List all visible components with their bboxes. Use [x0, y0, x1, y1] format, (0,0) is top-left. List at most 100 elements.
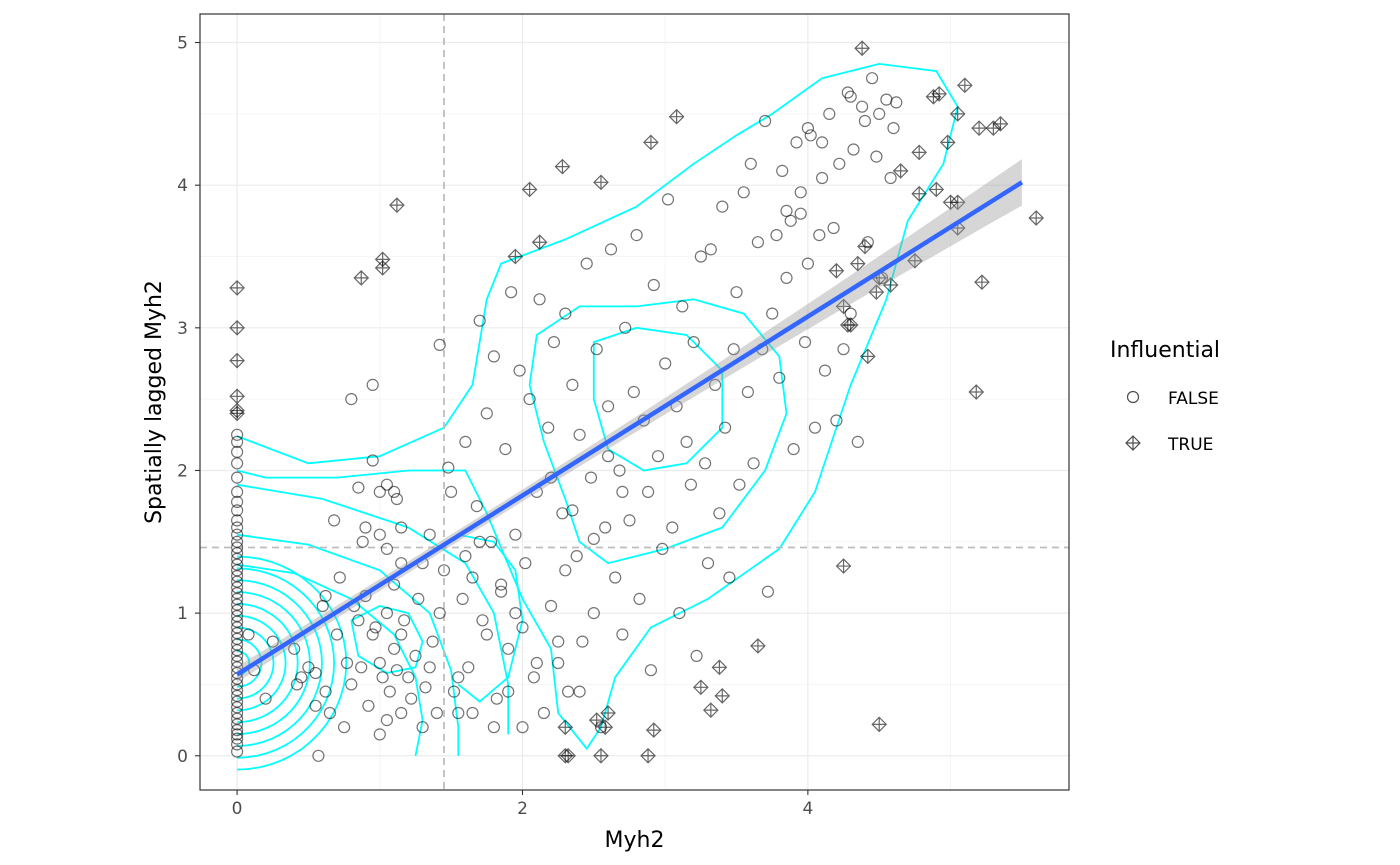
point-false	[437, 564, 451, 577]
contour-line	[237, 591, 311, 735]
point-false	[509, 528, 522, 541]
point-false	[616, 628, 629, 641]
point-false	[373, 656, 386, 670]
legend: Influential FALSE TRUE	[1110, 338, 1220, 455]
point-true	[828, 262, 845, 279]
point-false	[794, 186, 807, 199]
contour-line	[236, 483, 510, 735]
legend-symbol-true	[1125, 435, 1141, 451]
point-false	[380, 478, 393, 491]
point-false	[231, 435, 244, 448]
contour-line	[237, 555, 348, 771]
point-false	[798, 336, 812, 349]
point-false	[576, 635, 589, 648]
point-false	[818, 364, 832, 377]
point-false	[502, 642, 515, 655]
point-true	[521, 181, 538, 198]
point-false	[231, 728, 244, 741]
legend-title: Influential	[1110, 338, 1220, 363]
point-false	[573, 685, 586, 698]
point-false	[447, 685, 461, 698]
point-false	[395, 557, 408, 570]
point-false	[231, 514, 244, 527]
point-false	[442, 461, 455, 474]
y-axis-title: Spatially lagged Myh2	[142, 280, 167, 524]
point-false	[527, 671, 541, 684]
point-true	[911, 185, 928, 202]
density-contours	[236, 62, 959, 771]
point-false	[833, 157, 846, 170]
regression-line	[235, 180, 1024, 677]
point-false	[884, 171, 897, 185]
point-false	[676, 300, 689, 313]
point-false	[804, 129, 817, 142]
point-false	[470, 500, 483, 513]
point-false	[390, 492, 403, 506]
point-false	[887, 122, 900, 135]
point-true	[557, 719, 574, 736]
point-false	[419, 681, 432, 694]
point-false	[687, 336, 700, 349]
point-true	[1028, 210, 1045, 226]
point-false	[356, 535, 369, 548]
contour-line	[592, 326, 724, 472]
point-false	[827, 221, 840, 235]
point-false	[259, 692, 272, 705]
contour-line	[237, 567, 336, 759]
y-tick-label: 2	[177, 461, 188, 481]
point-true	[711, 659, 728, 676]
point-false	[766, 307, 779, 320]
point-true	[229, 280, 245, 296]
point-false	[231, 528, 244, 541]
point-false	[542, 421, 555, 434]
point-true	[974, 274, 990, 291]
point-false	[587, 532, 600, 546]
point-false	[231, 535, 244, 548]
point-false	[851, 435, 864, 448]
point-false	[369, 621, 382, 634]
point-false	[312, 749, 325, 762]
point-false	[452, 671, 465, 684]
point-false	[426, 635, 439, 648]
point-false	[698, 457, 712, 470]
y-tick-label: 3	[177, 319, 188, 339]
point-false	[580, 257, 593, 270]
point-true	[931, 86, 947, 102]
point-false	[459, 435, 472, 448]
y-tick-label: 0	[177, 747, 188, 767]
point-true	[939, 134, 956, 151]
point-false	[519, 557, 532, 570]
point-false	[890, 96, 903, 109]
point-false	[776, 164, 789, 177]
point-false	[380, 542, 393, 556]
point-false	[744, 157, 757, 170]
point-false	[584, 471, 598, 484]
point-false	[231, 738, 244, 751]
contour-line	[237, 614, 287, 712]
mean-lines	[200, 14, 1069, 790]
panel-background	[200, 14, 1069, 790]
point-false	[523, 393, 536, 406]
point-false	[823, 107, 836, 121]
point-false	[366, 378, 379, 391]
point-false	[433, 606, 446, 620]
point-false	[587, 606, 600, 620]
contour-line	[237, 579, 323, 747]
contour-line	[237, 638, 263, 688]
point-false	[466, 571, 479, 584]
point-false	[801, 257, 815, 270]
point-false	[405, 692, 418, 705]
point-false	[409, 649, 422, 663]
point-false	[552, 635, 565, 648]
point-false	[737, 186, 750, 199]
point-false	[530, 656, 543, 670]
point-false	[266, 635, 279, 648]
point-false	[780, 271, 793, 284]
x-axis-ticks: 0 2 4	[232, 790, 813, 819]
point-false	[613, 464, 626, 477]
point-false	[741, 385, 755, 399]
point-false	[373, 528, 386, 541]
point-true	[640, 747, 656, 764]
point-false	[295, 671, 308, 684]
point-false	[813, 229, 826, 242]
